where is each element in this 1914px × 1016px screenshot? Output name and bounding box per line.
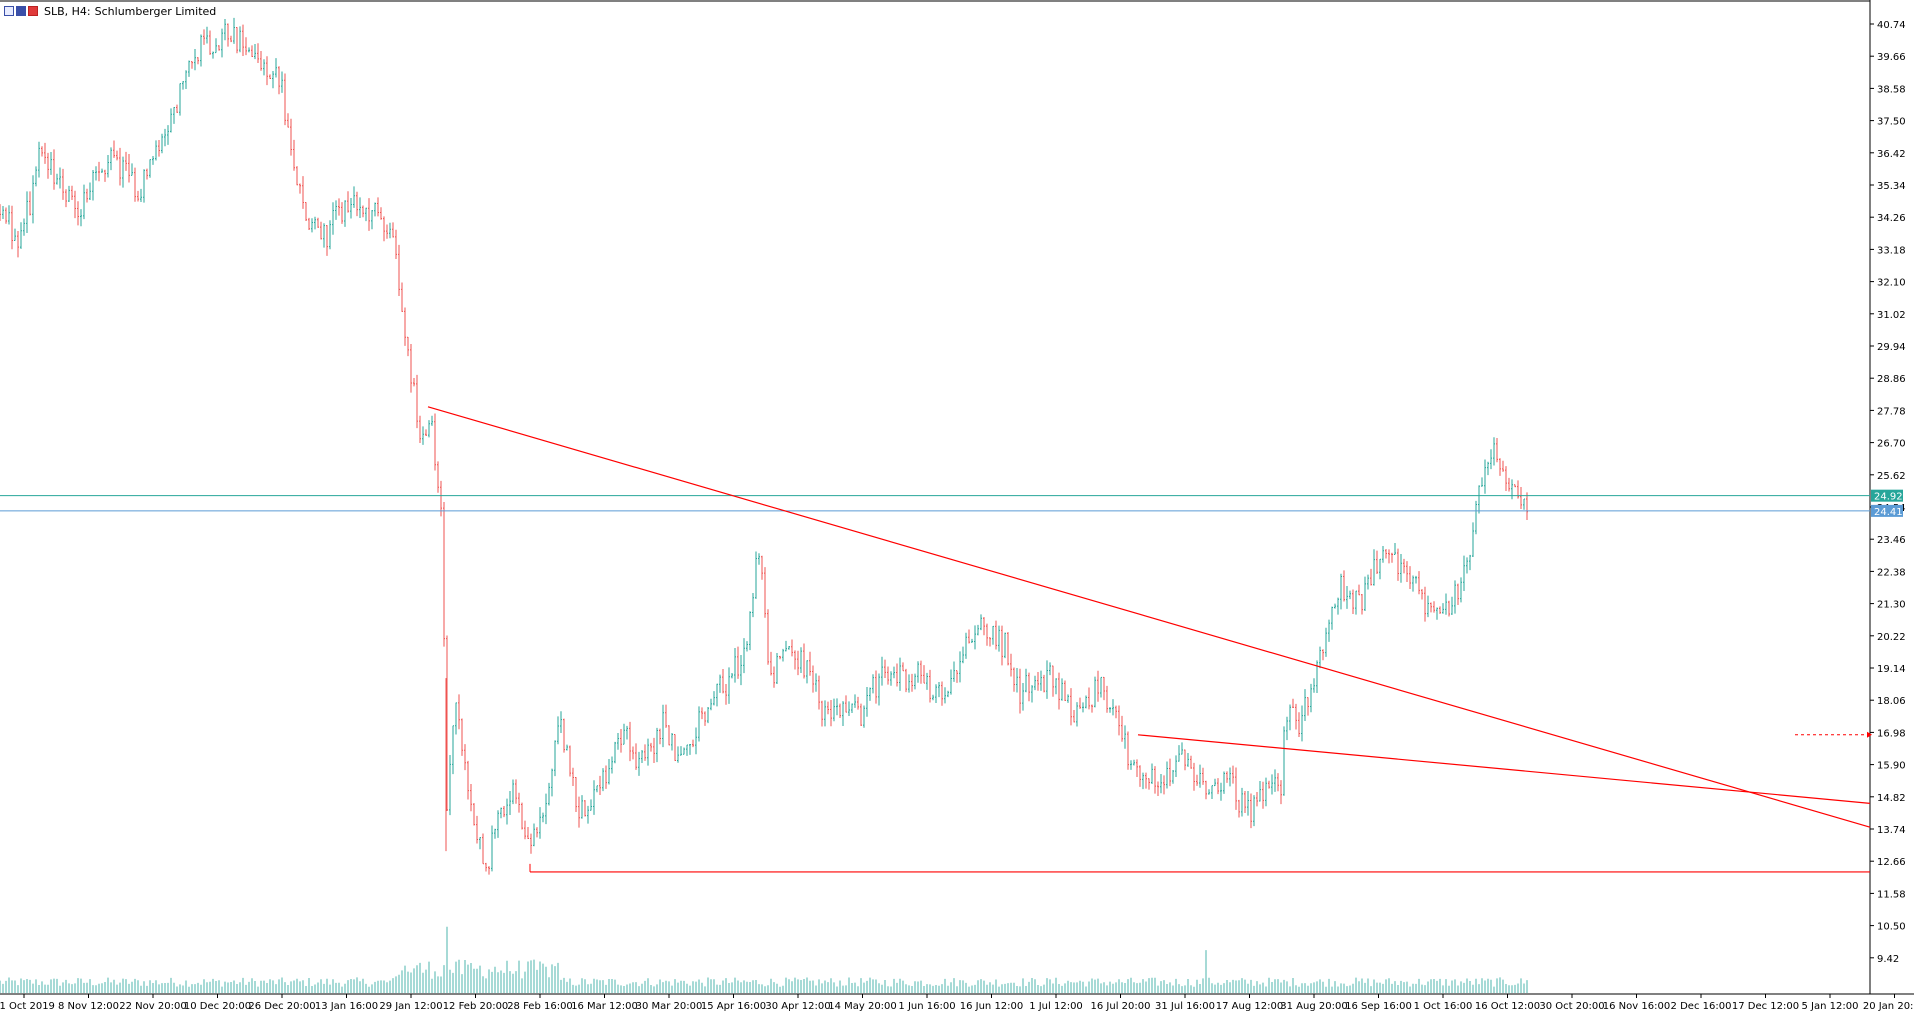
price-tick-label: 38.58 [1877,84,1906,95]
time-tick-label: 16 Nov 16:00 [1603,1001,1670,1012]
trendline-descending-resistance[interactable] [427,406,1871,828]
volume-histogram [0,926,1528,993]
time-tick-label: 16 Jul 20:00 [1091,1001,1151,1012]
price-level-badge [1871,489,1903,502]
price-tick-label: 11.58 [1877,889,1906,900]
price-tick-label: 28.86 [1877,374,1906,385]
time-tick-label: 15 Apr 16:00 [701,1001,766,1012]
price-tick-label: 13.74 [1877,825,1906,836]
price-tick-label: 27.78 [1877,406,1906,417]
price-tick-label: 10.50 [1877,922,1906,933]
time-tick-label: 1 Jun 16:00 [898,1001,955,1012]
price-tick-label: 18.06 [1877,696,1906,707]
time-tick-label: 10 Dec 20:00 [184,1001,251,1012]
bar-chart-icon[interactable] [16,6,26,16]
time-tick-label: 8 Nov 12:00 [58,1001,119,1012]
chart-header: SLB, H4: Schlumberger Limited [4,3,216,19]
time-tick-label: 29 Jan 12:00 [379,1001,442,1012]
symbol-label: SLB, H4: [44,4,91,18]
price-tick-label: 31.02 [1877,310,1906,321]
time-tick-label: 16 Jun 12:00 [960,1001,1024,1012]
price-tick-label: 20.22 [1877,632,1906,643]
time-tick-label: 1 Jul 12:00 [1029,1001,1083,1012]
price-level-label: 24.41 [1874,507,1903,518]
price-tick-label: 19.14 [1877,664,1906,675]
time-tick-label: 30 Mar 20:00 [636,1001,703,1012]
price-tick-label: 25.62 [1877,471,1906,482]
price-tick-label: 35.34 [1877,181,1906,192]
time-tick-label: 28 Feb 16:00 [507,1001,573,1012]
time-tick-label: 21 Oct 2019 [0,1001,55,1012]
price-tick-label: 16.98 [1877,728,1906,739]
time-tick-label: 20 Jan 20:00 [1863,1001,1914,1012]
time-tick-label: 16 Mar 12:00 [571,1001,638,1012]
price-tick-label: 26.70 [1877,439,1906,450]
time-tick-label: 2 Dec 16:00 [1671,1001,1732,1012]
price-tick-label: 21.30 [1877,600,1906,611]
time-tick-label: 22 Nov 20:00 [119,1001,186,1012]
time-tick-label: 5 Jan 12:00 [1802,1001,1859,1012]
symbol-description: Schlumberger Limited [94,4,217,18]
price-level-badge [1871,504,1903,517]
price-level-label: 24.92 [1874,492,1903,503]
price-tick-label: 40.74 [1877,20,1906,31]
time-tick-label: 16 Oct 12:00 [1475,1001,1540,1012]
price-tick-label: 22.38 [1877,567,1906,578]
price-tick-label: 39.66 [1877,52,1906,63]
time-tick-label: 1 Oct 16:00 [1414,1001,1473,1012]
price-tick-label: 34.26 [1877,213,1906,224]
time-tick-label: 30 Apr 12:00 [765,1001,830,1012]
time-tick-label: 31 Jul 16:00 [1155,1001,1215,1012]
price-tick-label: 37.50 [1877,117,1906,128]
time-tick-label: 17 Dec 12:00 [1732,1001,1799,1012]
price-tick-label: 23.46 [1877,535,1906,546]
price-tick-label: 29.94 [1877,342,1906,353]
time-tick-label: 14 May 20:00 [828,1001,897,1012]
time-tick-label: 16 Sep 16:00 [1345,1001,1412,1012]
trendline-short-resistance[interactable] [1137,734,1871,804]
time-tick-label: 30 Oct 20:00 [1539,1001,1604,1012]
arrow-head-icon [1867,731,1872,738]
time-tick-label: 12 Feb 20:00 [443,1001,509,1012]
time-tick-label: 13 Jan 16:00 [315,1001,378,1012]
price-tick-label: 15.90 [1877,761,1906,772]
price-tick-label: 9.42 [1877,954,1899,965]
chart-type-icon[interactable] [4,6,14,16]
time-tick-label: 26 Dec 20:00 [248,1001,315,1012]
price-tick-label: 12.66 [1877,857,1906,868]
price-tick-label: 32.10 [1877,278,1906,289]
price-tick-label: 33.18 [1877,245,1906,256]
price-tick-label: 14.82 [1877,793,1906,804]
candles [0,17,1528,875]
time-tick-label: 31 Aug 20:00 [1280,1001,1347,1012]
time-tick-label: 17 Aug 12:00 [1216,1001,1283,1012]
candle-chart-icon[interactable] [28,6,38,16]
price-tick-label: 36.42 [1877,149,1906,160]
